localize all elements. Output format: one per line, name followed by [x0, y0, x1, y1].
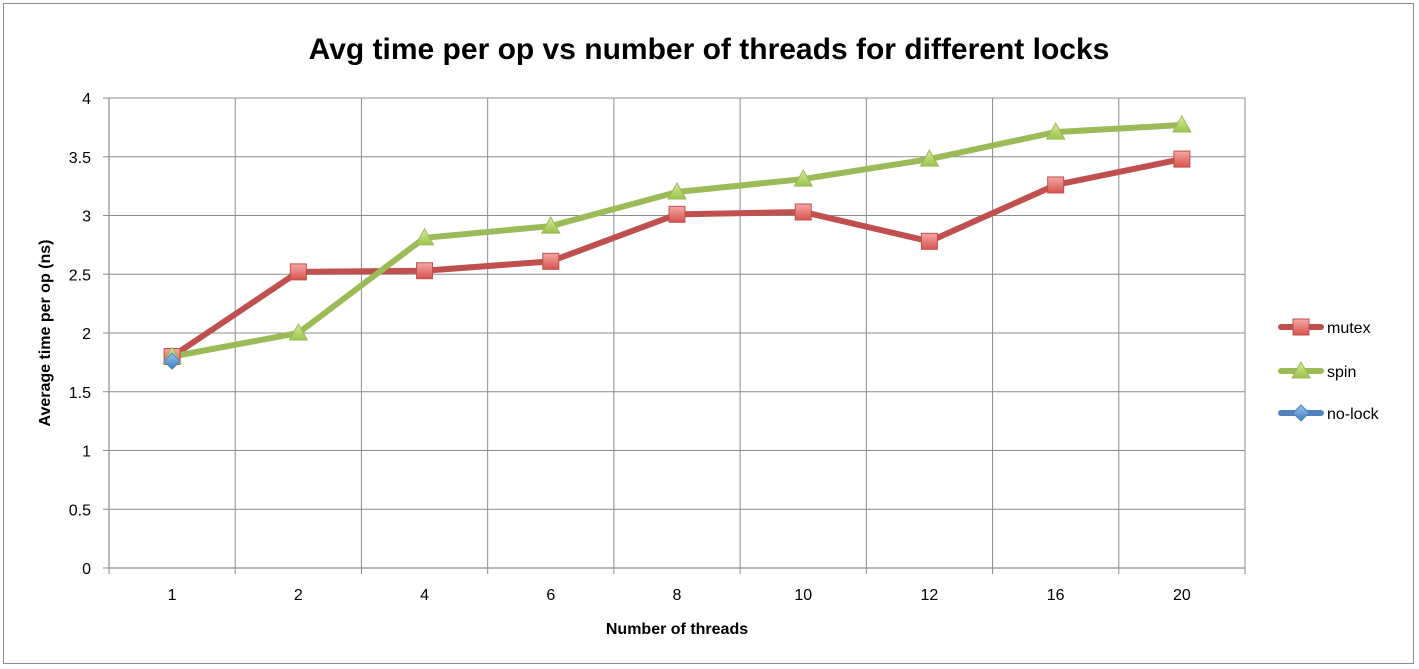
data-point-mutex	[1047, 176, 1065, 194]
y-tick-label: 4	[82, 91, 91, 108]
y-tick-label: 0	[82, 561, 91, 578]
x-tick-label: 20	[1173, 587, 1191, 604]
data-point-spin	[1045, 122, 1066, 140]
data-point-spin	[288, 322, 309, 341]
legend-marker-mutex	[1292, 318, 1310, 336]
x-tick-label: 10	[794, 587, 812, 604]
legend: mutex spin no-lock	[1278, 318, 1380, 423]
data-point-spin	[414, 227, 435, 246]
data-point-mutex	[289, 263, 307, 281]
x-axis-title: Number of threads	[606, 621, 748, 638]
data-point-spin	[919, 149, 940, 167]
y-tick-label: 1.5	[69, 385, 91, 402]
legend-label-no-lock: no-lock	[1327, 406, 1380, 423]
data-point-spin	[793, 169, 814, 187]
legend-marker-spin	[1291, 360, 1311, 379]
x-tick-label: 12	[921, 587, 939, 604]
y-tick-label: 2	[82, 326, 91, 343]
data-point-mutex	[794, 203, 812, 221]
legend-marker-no-lock	[1292, 404, 1310, 422]
data-point-mutex	[920, 232, 938, 250]
data-point-spin	[667, 181, 687, 200]
legend-label-spin: spin	[1327, 364, 1356, 381]
x-tick-label: 16	[1047, 587, 1065, 604]
data-point-no-lock	[163, 352, 181, 370]
x-tick-label: 2	[294, 587, 303, 604]
data-point-spin	[540, 216, 561, 234]
data-point-spin	[1172, 115, 1192, 133]
y-axis-title: Average time per op (ns)	[37, 239, 54, 426]
data-point-mutex	[668, 205, 686, 223]
y-tick-label: 3.5	[69, 150, 91, 167]
y-tick-label: 2.5	[69, 267, 91, 284]
data-point-mutex	[542, 252, 560, 270]
y-tick-label: 0.5	[69, 502, 91, 519]
chart-title: Avg time per op vs number of threads for…	[309, 33, 1110, 66]
chart-frame	[3, 3, 1414, 664]
data-point-mutex	[1173, 150, 1191, 168]
plot-area: 00.511.522.533.541 2 4 6 8 10 12 16 20	[69, 91, 1246, 604]
y-tick-label: 3	[82, 209, 91, 226]
x-tick-label: 6	[546, 587, 555, 604]
data-point-mutex	[416, 262, 434, 280]
x-tick-label: 8	[673, 587, 682, 604]
y-tick-label: 1	[82, 444, 91, 461]
legend-label-mutex: mutex	[1327, 320, 1371, 337]
x-tick-label: 4	[420, 587, 429, 604]
x-tick-label: 1	[168, 587, 177, 604]
